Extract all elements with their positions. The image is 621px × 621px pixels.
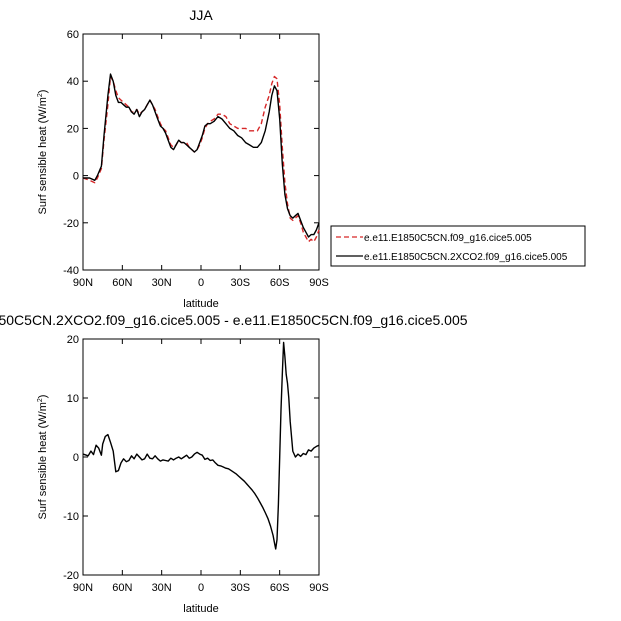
x-tick-label: 90S (309, 582, 329, 594)
y-tick-label: 40 (67, 76, 79, 88)
top-x-axis: 90N 60N 30N 0 30S 60S 90S (73, 34, 329, 289)
top-x-axis-label: latitude (183, 298, 218, 310)
x-tick-label: 30S (231, 582, 251, 594)
y-tick-label: -10 (63, 511, 79, 523)
series-line-1 (83, 73, 320, 238)
x-tick-label: 0 (198, 582, 204, 594)
y-tick-label: 0 (73, 452, 79, 464)
legend: e.e11.E1850C5CN.f09_g16.cice5.005 e.e11.… (330, 225, 586, 267)
x-tick-label: 0 (198, 277, 204, 289)
legend-label-2xco2: e.e11.E1850C5CN.2XCO2.f09_g16.cice5.005 (364, 252, 568, 263)
x-tick-label: 60S (270, 582, 290, 594)
series-line-0 (82, 341, 320, 550)
x-tick-label: 30N (152, 277, 172, 289)
top-plot-frame (82, 33, 320, 271)
y-tick-label: 0 (73, 171, 79, 183)
y-tick-label: 20 (67, 334, 79, 346)
x-tick-label: 90S (309, 277, 329, 289)
y-tick-label: -40 (63, 265, 79, 277)
top-chart-title: JJA (189, 7, 213, 23)
series-line-0 (82, 75, 320, 243)
top-chart-panel: JJA 60 40 20 0 -20 -40 90N 60N 30N 0 30S 60S 90S la… (37, 7, 586, 310)
y-tick-label: 60 (67, 29, 79, 41)
x-tick-label: 30S (231, 277, 251, 289)
legend-box (330, 225, 586, 267)
top-y-axis-label: Surf sensible heat (W/m2) (37, 90, 49, 215)
y-tick-label: -20 (63, 218, 79, 230)
top-series-lines (82, 73, 320, 243)
x-tick-label: 90N (73, 277, 93, 289)
bottom-plot-frame (82, 338, 320, 576)
bottom-chart-title: 50C5CN.2XCO2.f09_g16.cice5.005 - e.e11.E… (0, 312, 468, 328)
x-tick-label: 90N (73, 582, 93, 594)
y-tick-label: -20 (63, 570, 79, 582)
x-tick-label: 60S (270, 277, 290, 289)
bottom-chart-panel: 50C5CN.2XCO2.f09_g16.cice5.005 - e.e11.E… (0, 312, 468, 615)
legend-label-control: e.e11.E1850C5CN.f09_g16.cice5.005 (364, 233, 532, 244)
x-tick-label: 60N (112, 277, 132, 289)
top-y-axis: 60 40 20 0 -20 -40 (63, 29, 319, 277)
y-tick-label: 10 (67, 393, 79, 405)
y-tick-label: 20 (67, 123, 79, 135)
bottom-x-axis-label: latitude (183, 603, 218, 615)
bottom-series-lines (82, 341, 320, 550)
bottom-y-axis: 20 10 0 -10 -20 (63, 334, 319, 582)
bottom-x-axis: 90N 60N 30N 0 30S 60S 90S (73, 339, 329, 594)
bottom-y-axis-label: Surf sensible heat (W/m2) (37, 395, 49, 520)
x-tick-label: 60N (112, 582, 132, 594)
x-tick-label: 30N (152, 582, 172, 594)
